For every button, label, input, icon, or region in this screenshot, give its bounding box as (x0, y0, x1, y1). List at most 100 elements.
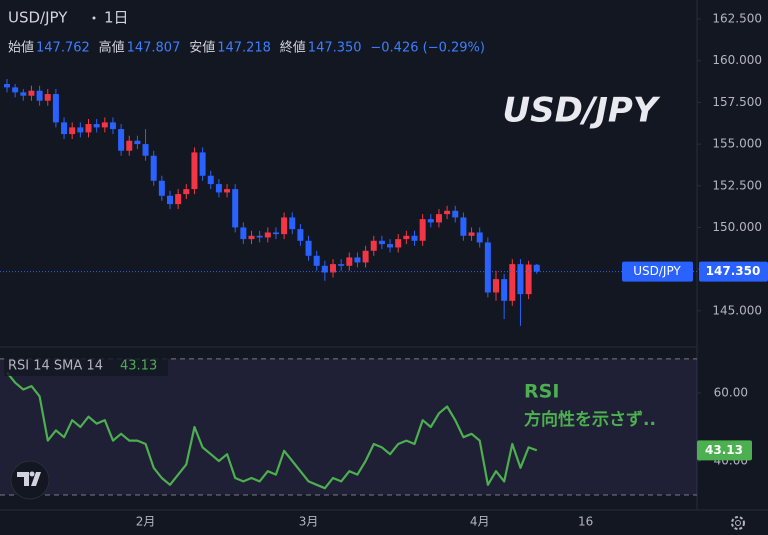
candle-body (93, 124, 100, 128)
rsi-tag-label: 43.13 (705, 443, 743, 457)
candle-body (444, 210, 451, 215)
candle-body (313, 255, 320, 266)
candle-body (411, 235, 418, 241)
candle-body (85, 124, 92, 133)
candle-body (338, 264, 345, 266)
ohlc-value: 147.807 (127, 41, 181, 56)
rsi-tag (697, 440, 752, 461)
candle-body (69, 127, 76, 135)
x-tick-label: 16 (578, 515, 593, 529)
candle-body (452, 210, 459, 218)
candle-body (460, 217, 467, 236)
candle-body (419, 219, 426, 241)
symbol-tag-label: USD/JPY (633, 264, 681, 278)
x-tick-label: 3月 (299, 515, 319, 529)
ohlc-label: 始値 (8, 40, 34, 56)
candle-body (281, 217, 288, 235)
candle-body (44, 94, 51, 101)
ohlc-label: 終値 (280, 40, 306, 56)
candle-body (395, 239, 402, 248)
candle-body (272, 232, 279, 235)
candle-body (525, 264, 532, 295)
candle-body (207, 175, 214, 185)
candle-body (175, 194, 182, 205)
candle-body (199, 152, 206, 176)
candle-body (387, 244, 394, 248)
candle-body (36, 90, 43, 101)
candle-body (109, 122, 116, 130)
rsi-legend-title: RSI 14 SMA 14 (8, 359, 103, 374)
y-tick-label: 162.500 (712, 12, 762, 26)
candle-body (427, 219, 434, 223)
price-tag-label: 147.350 (706, 264, 761, 278)
annotation-text: 方向性を示さず.. (524, 409, 656, 430)
candle-body (118, 129, 125, 151)
x-tick-label: 2月 (136, 515, 156, 529)
candle-body (346, 257, 353, 266)
candle-body (362, 250, 369, 263)
candle-body (101, 122, 108, 128)
candle-body (4, 84, 10, 88)
candle-body (215, 184, 222, 193)
candle-body (501, 279, 508, 301)
candle-body (493, 279, 499, 293)
y-tick-label: 150.000 (712, 220, 762, 234)
ohlc-legend: 始値 147.762 高値 147.807 安値 147.218 終値 147.350 −0.4… (8, 40, 485, 56)
candle-body (52, 94, 59, 123)
candle-body (183, 189, 190, 195)
ohlc-label: 安値 (189, 40, 215, 56)
ohlc-value: 147.762 (36, 41, 90, 56)
price-tag (699, 261, 768, 282)
candle-body (305, 240, 312, 256)
candle-body (232, 189, 239, 228)
y-tick-label: 157.500 (712, 95, 762, 109)
candle-body (248, 235, 255, 240)
candle-body (150, 155, 157, 181)
candle-body (158, 180, 165, 196)
candle-body (378, 240, 385, 245)
annotation-title: RSI (524, 381, 559, 403)
change: −0.426 (−0.29%) (370, 41, 485, 56)
candle-body (509, 264, 516, 301)
candle-body (61, 122, 68, 135)
candle-body (468, 232, 475, 236)
candle-body (403, 235, 410, 240)
candle-body (256, 235, 263, 238)
rsi-line (6, 371, 538, 490)
symbol-tag (622, 261, 693, 282)
candle-body (484, 242, 491, 293)
candle-body (476, 232, 483, 243)
y-tick-label: 155.000 (712, 137, 762, 151)
candle-body (77, 127, 84, 133)
symbol: USD/JPY (8, 9, 68, 27)
watermark: USD/JPY (503, 91, 661, 131)
candle-body (297, 229, 304, 241)
y-tick-label: 152.500 (712, 178, 762, 192)
candle-body (289, 217, 296, 230)
candle-body (28, 90, 35, 96)
candle-body (134, 140, 141, 145)
ohlc-label: 高値 (99, 40, 125, 56)
ohlc-value: 147.218 (217, 41, 271, 56)
candle-body (435, 214, 442, 223)
separator-dot (92, 16, 96, 20)
candle-body (224, 189, 231, 193)
candle-body (240, 227, 247, 240)
candle-body (517, 264, 524, 295)
candle-body (167, 195, 173, 205)
candle-body (533, 264, 540, 272)
x-tick-label: 4月 (470, 515, 490, 529)
candle-body (20, 92, 27, 96)
candle-body (191, 152, 198, 190)
rsi-legend-value: 43.13 (120, 359, 157, 374)
y-tick-label: 160.000 (712, 53, 762, 67)
candle-body (264, 232, 271, 238)
candle-body (142, 144, 149, 156)
candle-body (370, 240, 377, 251)
y-tick-label: 145.000 (712, 303, 762, 317)
candle-body (321, 265, 328, 273)
settings-icon[interactable] (731, 516, 745, 530)
rsi-legend-bg (4, 356, 168, 376)
